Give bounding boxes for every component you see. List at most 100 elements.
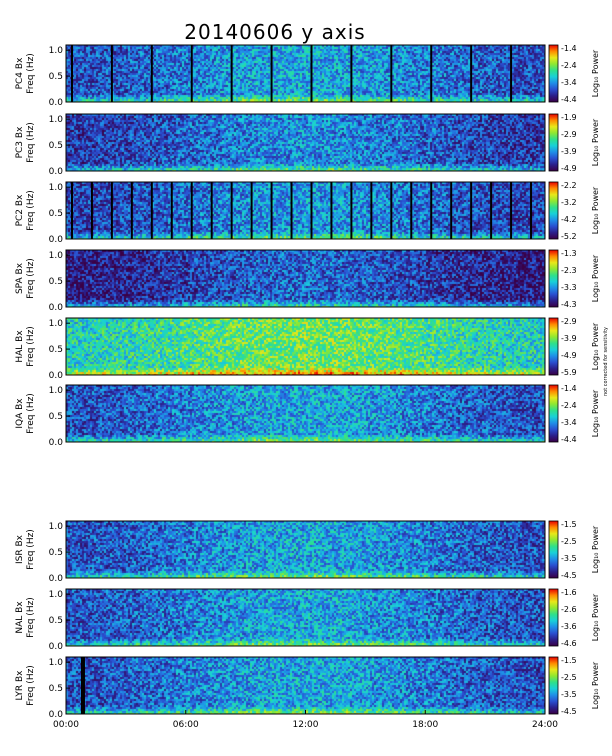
spectrogram-image xyxy=(66,114,545,171)
colorbar-label: Log₁₀ Power xyxy=(591,322,600,370)
y-axis-label-station: SPA Bx xyxy=(15,262,25,294)
x-tick-label: 00:00 xyxy=(53,720,79,730)
y-tick-label: 0.5 xyxy=(49,277,63,287)
colorbar-tick-label: -4.9 xyxy=(561,351,577,360)
colorbar-label: Log₁₀ Power xyxy=(591,525,600,573)
colorbar-label: Log₁₀ Power xyxy=(591,254,600,302)
colorbar-tick-label: -3.3 xyxy=(561,283,577,292)
panel-iqa: 0.0 0.5 1.0 IQA Bx Freq (Hz) -1.4 -2.4 -3.4 -4.4… xyxy=(15,384,600,448)
colorbar-tick-label: -5.2 xyxy=(561,232,577,241)
y-tick-label: 1.0 xyxy=(49,658,64,668)
colorbar-tick-label: -4.5 xyxy=(561,571,577,580)
colorbar-tick-label: -2.3 xyxy=(561,266,577,275)
y-axis-label-freq: Freq (Hz) xyxy=(26,597,36,638)
colorbar xyxy=(548,249,559,308)
panel-lyr: 0.0 0.5 1.0 LYR Bx Freq (Hz) -1.5 -2.5 -3.5 -4.5… xyxy=(15,656,600,720)
colorbar-tick-label: -4.3 xyxy=(561,300,577,309)
colorbar-tick-label: -1.4 xyxy=(561,384,577,393)
panel-frame xyxy=(65,44,546,103)
colorbar xyxy=(548,384,559,443)
spectrogram-image xyxy=(66,250,545,307)
spectrogram-image xyxy=(66,657,545,714)
panel-hal: 0.0 0.5 1.0 HAL Bx Freq (Hz) -2.9 -3.9 -4.9 -5.9… xyxy=(15,317,609,396)
colorbar-tick-label: -1.9 xyxy=(561,113,577,122)
colorbar-tick-label: -3.5 xyxy=(561,554,577,563)
spectrogram-image xyxy=(66,45,545,102)
y-tick-label: 1.0 xyxy=(49,183,64,193)
panel-frame xyxy=(65,113,546,172)
colorbar-tick-label: -2.2 xyxy=(561,181,577,190)
panel-frame xyxy=(65,384,546,443)
panel-nal: 0.0 0.5 1.0 NAL Bx Freq (Hz) -1.6 -2.6 -3.6 -4.6… xyxy=(15,588,600,652)
y-tick-label: 0.0 xyxy=(49,438,64,448)
x-tick-label: 06:00 xyxy=(173,720,199,730)
y-axis-label-freq: Freq (Hz) xyxy=(26,665,36,706)
colorbar-tick-label: -3.9 xyxy=(561,147,577,156)
colorbar-label: Log₁₀ Power xyxy=(591,661,600,709)
y-axis-label-station: ISR Bx xyxy=(15,534,25,564)
y-axis-label-freq: Freq (Hz) xyxy=(26,393,36,434)
y-tick-label: 1.0 xyxy=(49,251,64,261)
y-axis-label-station: NAL Bx xyxy=(15,601,25,634)
colorbar-tick-label: -2.5 xyxy=(561,537,577,546)
y-tick-label: 1.0 xyxy=(49,46,64,56)
x-tick-label: 12:00 xyxy=(293,720,319,730)
panel-frame xyxy=(65,588,546,647)
colorbar-tick-label: -2.5 xyxy=(561,673,577,682)
time-axis: 00:00 06:00 12:00 18:00 24:00 xyxy=(53,710,558,730)
y-axis-label-station: LYR Bx xyxy=(15,670,25,701)
colorbar xyxy=(548,44,559,103)
y-tick-label: 0.0 xyxy=(49,235,64,245)
y-tick-label: 1.0 xyxy=(49,590,64,600)
y-axis-label-freq: Freq (Hz) xyxy=(26,122,36,163)
colorbar-tick-label: -2.4 xyxy=(561,401,577,410)
colorbar-tick-label: -4.2 xyxy=(561,215,577,224)
spectrogram-image xyxy=(66,385,545,442)
colorbar-tick-label: -3.2 xyxy=(561,198,577,207)
spectrogram-image xyxy=(66,589,545,646)
y-tick-label: 1.0 xyxy=(49,115,64,125)
y-tick-label: 0.0 xyxy=(49,167,64,177)
panel-pc4: 0.0 0.5 1.0 PC4 Bx Freq (Hz) -1.4 -2.4 -3.4 -4.4… xyxy=(15,44,600,108)
colorbar-label: Log₁₀ Power xyxy=(591,118,600,166)
y-axis-label-station: PC3 Bx xyxy=(15,126,25,158)
y-axis-label-freq: Freq (Hz) xyxy=(26,53,36,94)
y-axis-label-station: HAL Bx xyxy=(15,330,25,363)
colorbar-tick-label: -3.6 xyxy=(561,622,577,631)
y-axis-label-station: PC2 Bx xyxy=(15,194,25,226)
colorbar-tick-label: -2.9 xyxy=(561,130,577,139)
colorbar xyxy=(548,113,559,172)
colorbar-tick-label: -5.9 xyxy=(561,368,577,377)
y-axis-label-freq: Freq (Hz) xyxy=(26,326,36,367)
panel-frame xyxy=(65,317,546,376)
colorbar xyxy=(548,656,559,715)
colorbar-label: Log₁₀ Power xyxy=(591,593,600,641)
colorbar-tick-label: -4.9 xyxy=(561,164,577,173)
colorbar-note: not corrected for sensitivity xyxy=(603,327,609,396)
colorbar xyxy=(548,520,559,579)
y-tick-label: 0.5 xyxy=(49,72,63,82)
colorbar-tick-label: -1.4 xyxy=(561,44,577,53)
colorbar-tick-label: -4.4 xyxy=(561,435,577,444)
colorbar-tick-label: -1.3 xyxy=(561,249,577,258)
y-tick-label: 0.5 xyxy=(49,412,63,422)
x-tick-label: 18:00 xyxy=(412,720,438,730)
y-tick-label: 0.5 xyxy=(49,548,63,558)
panel-spa: 0.0 0.5 1.0 SPA Bx Freq (Hz) -1.3 -2.3 -3.3 -4.3… xyxy=(15,249,600,313)
y-tick-label: 0.0 xyxy=(49,574,64,584)
y-axis-label-freq: Freq (Hz) xyxy=(26,529,36,570)
colorbar-tick-label: -3.4 xyxy=(561,418,577,427)
y-tick-label: 1.0 xyxy=(49,386,64,396)
figure-title: 20140606 y axis xyxy=(184,20,365,44)
panel-frame xyxy=(65,520,546,579)
panel-frame xyxy=(65,181,546,240)
colorbar-tick-label: -4.6 xyxy=(561,639,577,648)
colorbar xyxy=(548,317,559,376)
colorbar-tick-label: -3.5 xyxy=(561,690,577,699)
y-tick-label: 0.0 xyxy=(49,642,64,652)
y-axis-label-station: PC4 Bx xyxy=(15,57,25,89)
y-tick-label: 0.0 xyxy=(49,98,64,108)
colorbar-tick-label: -2.4 xyxy=(561,61,577,70)
